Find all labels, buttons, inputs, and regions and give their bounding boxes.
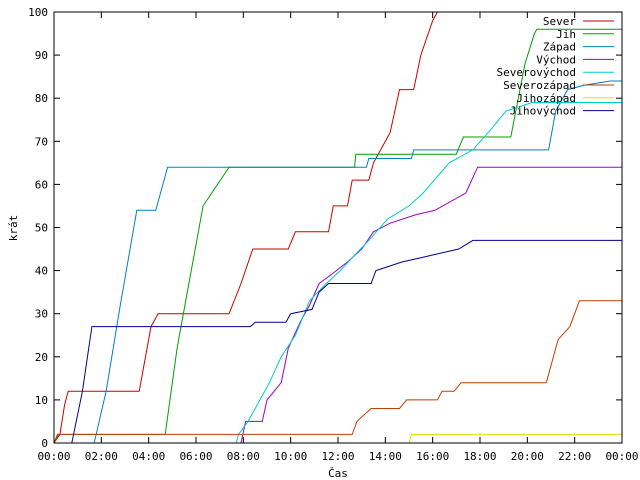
y-tick-label: 70: [35, 135, 48, 148]
y-tick-label: 10: [35, 394, 48, 407]
legend: SeverJihZápadVýchodSeverovýchodSeverozáp…: [497, 15, 614, 118]
y-tick-label: 30: [35, 308, 48, 321]
x-tick-label: 16:00: [416, 450, 449, 463]
x-tick-label: 20:00: [511, 450, 544, 463]
y-tick-label: 40: [35, 265, 48, 278]
x-tick-label: 18:00: [463, 450, 496, 463]
series-line-8: [54, 239, 622, 443]
x-tick-label: 02:00: [85, 450, 118, 463]
legend-entry-label: Severozápad: [503, 79, 576, 92]
y-tick-label: 50: [35, 222, 48, 235]
x-axis-label: Čas: [328, 467, 348, 480]
y-tick-label: 90: [35, 49, 48, 62]
series-line-3: [54, 80, 622, 443]
legend-entry-label: Západ: [543, 41, 576, 54]
x-tick-label: 08:00: [227, 450, 260, 463]
legend-entry-label: Východ: [536, 53, 576, 66]
x-tick-label: 14:00: [369, 450, 402, 463]
legend-entry-label: Sever: [543, 15, 576, 28]
x-tick-label: 00:00: [37, 450, 70, 463]
axis-ticks-group: 00:00 02:00 04:00 06:00 08:00 10:00 12:00 14:00…: [28, 6, 638, 463]
series-line-4: [54, 166, 622, 443]
legend-entry-label: Jihozápad: [516, 92, 576, 105]
y-tick-label: 20: [35, 351, 48, 364]
y-tick-label: 60: [35, 178, 48, 191]
x-tick-label: 00:00: [605, 450, 638, 463]
x-tick-label: 06:00: [179, 450, 212, 463]
series-line-5: [54, 102, 622, 443]
legend-entry-label: Severovýchod: [497, 66, 576, 79]
y-axis-label: krát: [7, 215, 20, 242]
series-line-6: [54, 300, 622, 443]
series-line-7: [54, 433, 622, 443]
legend-entry-label: Jihovýchod: [510, 105, 576, 118]
x-tick-label: 04:00: [132, 450, 165, 463]
series-line-1: [54, 12, 438, 443]
x-tick-label: 22:00: [558, 450, 591, 463]
y-tick-label: 80: [35, 92, 48, 105]
plot-series-group: [54, 12, 622, 443]
x-tick-label: 10:00: [274, 450, 307, 463]
x-tick-label: 12:00: [321, 450, 354, 463]
legend-entry-label: Jih: [556, 28, 576, 41]
y-tick-label: 100: [28, 6, 48, 19]
y-tick-label: 0: [41, 437, 48, 450]
series-line-2: [54, 28, 622, 443]
